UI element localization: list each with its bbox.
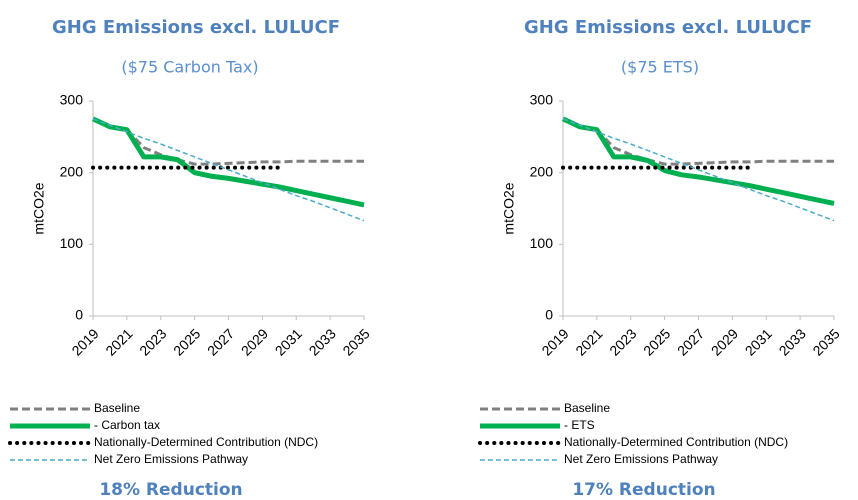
- x-tick-label: 2021: [572, 325, 605, 358]
- chart-title: GHG Emissions excl. LULUCF: [524, 17, 812, 38]
- chart-title: GHG Emissions excl. LULUCF: [52, 17, 340, 38]
- y-tick-label: 200: [60, 163, 84, 179]
- x-tick-label: 2031: [272, 325, 305, 358]
- legend-label: Nationally-Determined Contribution (NDC): [94, 435, 318, 449]
- annotation: 18% Reduction: [99, 480, 242, 500]
- y-tick-label: 100: [60, 235, 84, 251]
- legend-label: Baseline: [94, 401, 140, 415]
- legend-label: Net Zero Emissions Pathway: [94, 452, 248, 466]
- x-tick-label: 2035: [809, 325, 842, 358]
- x-tick-label: 2027: [674, 325, 707, 358]
- y-tick-label: 300: [60, 92, 84, 108]
- series-line: [562, 118, 835, 222]
- series-line: [561, 116, 835, 206]
- series-line: [562, 117, 834, 166]
- y-tick-label: 0: [545, 307, 553, 323]
- y-axis-label: mtCO2e: [501, 182, 517, 234]
- x-tick-label: 2025: [640, 325, 673, 358]
- x-tick-label: 2035: [339, 325, 372, 358]
- y-tick-label: 300: [530, 92, 554, 108]
- x-tick-label: 2029: [708, 325, 741, 358]
- legend-label: Baseline: [564, 401, 610, 415]
- x-tick-label: 2033: [776, 325, 809, 358]
- annotation: 17% Reduction: [572, 480, 715, 500]
- y-axis-label: mtCO2e: [31, 182, 47, 234]
- x-tick-label: 2025: [170, 325, 203, 358]
- x-tick-label: 2033: [306, 325, 339, 358]
- chart-subtitle: ($75 Carbon Tax): [121, 58, 258, 77]
- x-tick-label: 2023: [606, 325, 639, 358]
- chart-subtitle: ($75 ETS): [621, 58, 699, 77]
- x-tick-label: 2019: [538, 325, 571, 358]
- series-line: [92, 118, 365, 222]
- y-tick-label: 0: [75, 307, 83, 323]
- x-tick-label: 2029: [238, 325, 271, 358]
- series-line: [91, 116, 365, 208]
- x-tick-label: 2023: [136, 325, 169, 358]
- legend-label: - ETS: [564, 418, 595, 432]
- legend-label: Net Zero Emissions Pathway: [564, 452, 718, 466]
- y-tick-label: 100: [530, 235, 554, 251]
- x-tick-label: 2019: [68, 325, 101, 358]
- x-tick-label: 2031: [742, 325, 775, 358]
- legend-label: Nationally-Determined Contribution (NDC): [564, 435, 788, 449]
- legend-label: - Carbon tax: [94, 418, 160, 432]
- y-tick-label: 200: [530, 163, 554, 179]
- x-tick-label: 2021: [102, 325, 135, 358]
- series-line: [92, 117, 364, 166]
- x-tick-label: 2027: [204, 325, 237, 358]
